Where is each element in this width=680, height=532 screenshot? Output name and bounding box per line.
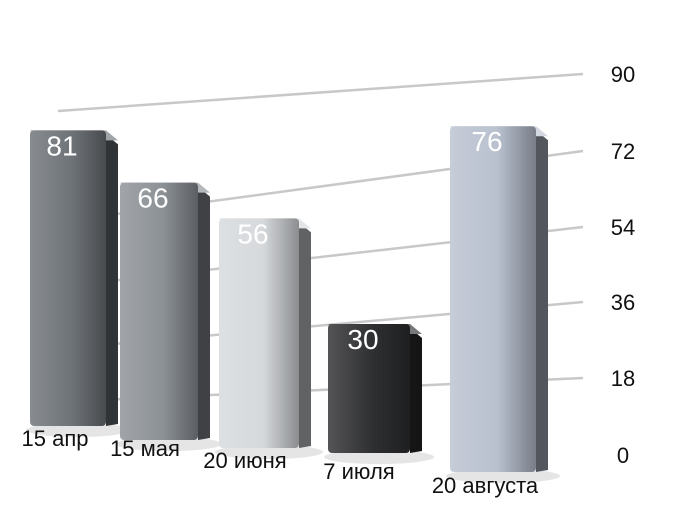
bar-side	[198, 186, 210, 440]
y-tick-label: 72	[611, 139, 635, 164]
bar-side	[536, 130, 548, 472]
y-tick-label: 54	[611, 215, 635, 240]
data-label: 76	[471, 126, 502, 157]
bar-side	[299, 222, 311, 448]
y-tick-label: 36	[611, 290, 635, 315]
bars	[26, 126, 560, 483]
category-label: 15 апр	[22, 426, 89, 451]
category-label: 15 мая	[110, 436, 180, 461]
y-tick-label: 18	[611, 366, 635, 391]
bar-side	[410, 328, 422, 453]
data-label: 30	[347, 324, 378, 355]
bar-shadow	[26, 423, 130, 437]
category-label: 20 июня	[203, 448, 286, 473]
y-tick-label: 90	[611, 62, 635, 87]
labels: 0 18 36 54 72 90 81 15 апр 66 15 мая 56 20 июня 30 7 …	[22, 62, 636, 498]
category-label: 7 июля	[323, 459, 394, 484]
gridline	[57, 72, 584, 113]
data-label: 81	[46, 130, 77, 161]
bar-shadow	[116, 437, 222, 451]
data-label: 56	[237, 218, 268, 249]
bar	[328, 324, 410, 453]
bar-shadow	[324, 450, 434, 464]
y-tick-label: 0	[617, 443, 629, 468]
bar-shadow	[215, 445, 323, 459]
bar	[219, 218, 299, 448]
data-label: 66	[137, 183, 168, 214]
category-label: 20 августа	[432, 473, 539, 498]
bar	[120, 182, 198, 440]
bar	[30, 130, 106, 426]
bar-side	[106, 134, 118, 426]
bar-shadow	[446, 469, 560, 483]
bar	[450, 126, 536, 472]
